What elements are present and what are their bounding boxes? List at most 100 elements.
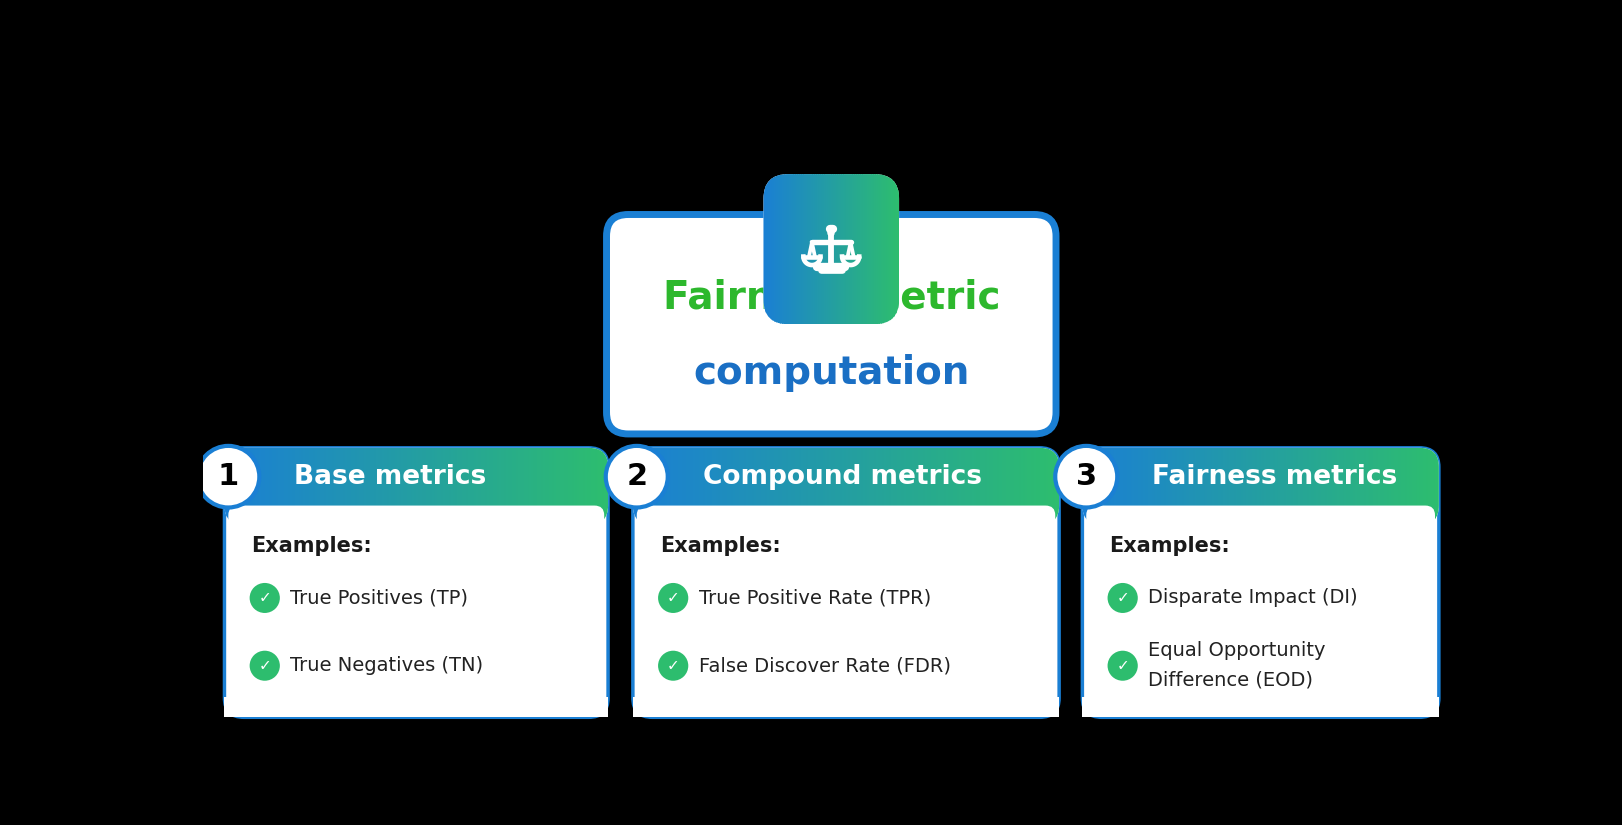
- Bar: [599, 448, 600, 525]
- Bar: [1131, 448, 1132, 525]
- Text: ✓: ✓: [258, 658, 271, 673]
- Bar: [587, 448, 589, 525]
- Text: ✓: ✓: [1116, 658, 1129, 673]
- Bar: [358, 448, 360, 525]
- Bar: [224, 696, 608, 717]
- Bar: [1260, 448, 1262, 525]
- Bar: [517, 448, 521, 525]
- FancyBboxPatch shape: [224, 448, 608, 525]
- Bar: [571, 448, 574, 525]
- Bar: [725, 448, 727, 525]
- Bar: [1163, 448, 1165, 525]
- Bar: [1330, 448, 1332, 525]
- Bar: [970, 448, 972, 525]
- Bar: [423, 448, 427, 525]
- Bar: [1011, 448, 1012, 525]
- Bar: [1437, 448, 1439, 525]
- Bar: [889, 448, 890, 525]
- Bar: [232, 448, 234, 525]
- Bar: [506, 448, 509, 525]
- Bar: [1398, 448, 1400, 525]
- Bar: [469, 448, 470, 525]
- Bar: [1109, 448, 1111, 525]
- Bar: [965, 448, 968, 525]
- Bar: [1017, 448, 1019, 525]
- Bar: [1406, 448, 1410, 525]
- Bar: [459, 448, 461, 525]
- Bar: [480, 448, 482, 525]
- Bar: [1246, 448, 1249, 525]
- Bar: [654, 448, 657, 525]
- Bar: [264, 448, 268, 525]
- Bar: [728, 448, 732, 525]
- Bar: [255, 448, 258, 525]
- Bar: [1025, 448, 1027, 525]
- Bar: [693, 448, 694, 525]
- Bar: [1041, 448, 1045, 525]
- Bar: [1286, 448, 1288, 525]
- Bar: [1354, 448, 1358, 525]
- Bar: [1169, 448, 1171, 525]
- Bar: [470, 448, 472, 525]
- Text: Base metrics: Base metrics: [294, 464, 487, 490]
- Text: 1: 1: [217, 462, 238, 491]
- Bar: [1032, 448, 1033, 525]
- Bar: [303, 448, 305, 525]
- Bar: [409, 448, 410, 525]
- Bar: [878, 448, 881, 525]
- Bar: [357, 448, 358, 525]
- Bar: [673, 448, 676, 525]
- Bar: [1218, 448, 1220, 525]
- Bar: [938, 448, 941, 525]
- Bar: [1171, 448, 1173, 525]
- Bar: [1257, 448, 1259, 525]
- Bar: [1027, 448, 1030, 525]
- Bar: [681, 448, 684, 525]
- Bar: [1288, 448, 1289, 525]
- Bar: [1148, 448, 1150, 525]
- Bar: [284, 448, 285, 525]
- Bar: [916, 448, 918, 525]
- Bar: [633, 696, 1059, 717]
- Bar: [782, 448, 785, 525]
- Text: ✓: ✓: [667, 591, 680, 606]
- Bar: [756, 448, 759, 525]
- Bar: [1298, 448, 1301, 525]
- Bar: [1312, 448, 1314, 525]
- Bar: [1139, 448, 1142, 525]
- Bar: [527, 448, 530, 525]
- Bar: [493, 448, 495, 525]
- Bar: [537, 448, 539, 525]
- Bar: [1387, 448, 1388, 525]
- Bar: [701, 448, 704, 525]
- Bar: [1435, 448, 1437, 525]
- Bar: [378, 448, 380, 525]
- Bar: [298, 448, 302, 525]
- Bar: [1403, 448, 1405, 525]
- Bar: [548, 448, 551, 525]
- Bar: [1431, 448, 1432, 525]
- Bar: [448, 448, 449, 525]
- Bar: [675, 448, 678, 525]
- Bar: [1358, 448, 1359, 525]
- Bar: [1132, 448, 1134, 525]
- Bar: [1252, 448, 1254, 525]
- Bar: [663, 448, 665, 525]
- Bar: [1239, 448, 1241, 525]
- Bar: [302, 448, 303, 525]
- Bar: [282, 448, 284, 525]
- Bar: [597, 448, 599, 525]
- Bar: [1208, 448, 1212, 525]
- Bar: [399, 448, 401, 525]
- Text: Examples:: Examples:: [251, 535, 373, 555]
- Bar: [1315, 448, 1319, 525]
- Bar: [813, 448, 814, 525]
- Bar: [650, 448, 652, 525]
- Bar: [754, 448, 757, 525]
- Bar: [821, 448, 822, 525]
- Bar: [1337, 448, 1340, 525]
- Bar: [1182, 448, 1184, 525]
- Bar: [688, 448, 691, 525]
- Bar: [925, 448, 928, 525]
- Bar: [709, 448, 712, 525]
